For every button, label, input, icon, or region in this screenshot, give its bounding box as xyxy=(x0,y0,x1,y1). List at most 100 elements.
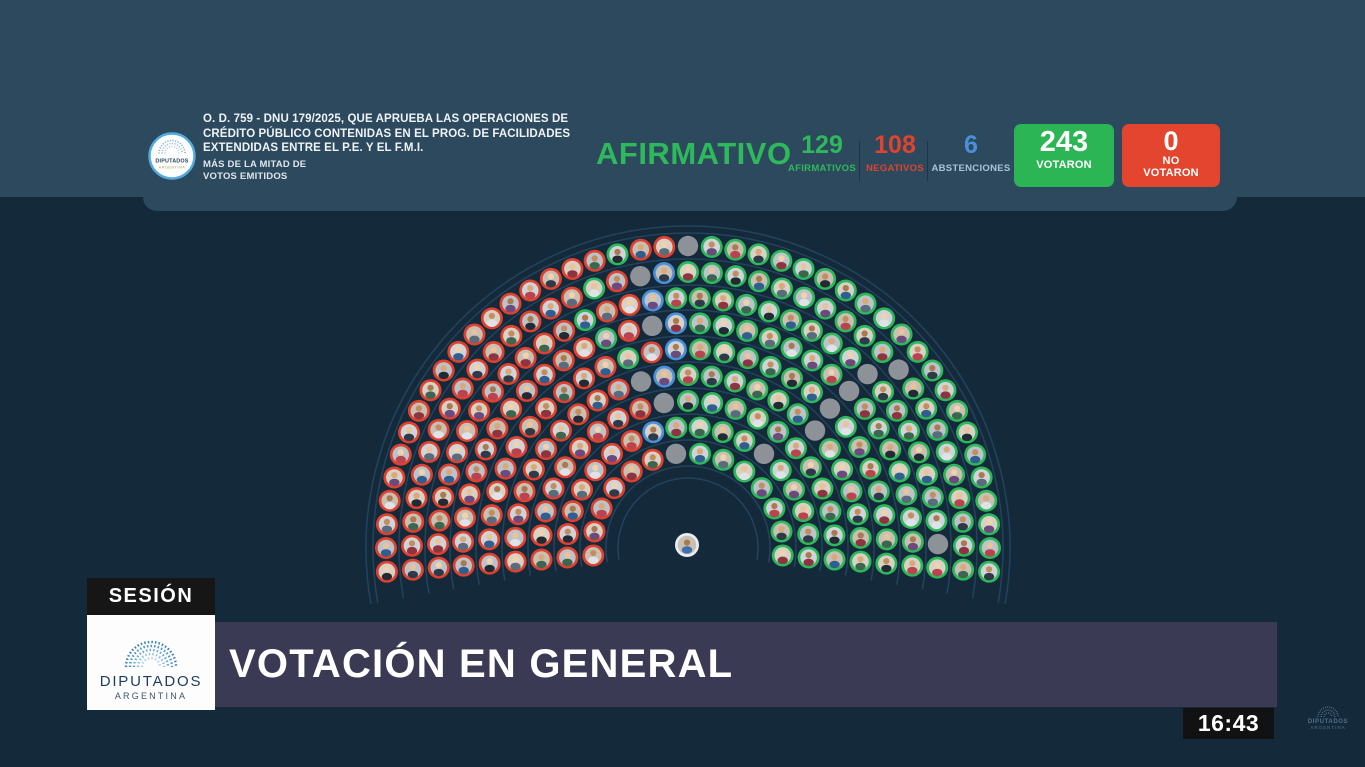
seat-negativo xyxy=(456,420,479,443)
seat-afirmativo xyxy=(964,443,987,466)
seat-negativo xyxy=(640,341,663,364)
seat-afirmativo xyxy=(846,503,869,526)
diputados-logo-box: DIPUTADOS ARGENTINA xyxy=(87,615,215,710)
seat-negativo xyxy=(522,458,545,481)
votaron-count: 243 xyxy=(1039,126,1089,158)
seat-afirmativo xyxy=(779,309,802,332)
watermark-arcs-icon xyxy=(1317,706,1339,718)
seat-afirmativo xyxy=(921,486,944,509)
seat-afirmativo xyxy=(792,257,815,280)
seat-afirmativo xyxy=(814,267,837,290)
seat-afirmativo xyxy=(915,463,938,486)
seat-afirmativo xyxy=(786,403,809,426)
seat-afirmativo xyxy=(934,379,957,402)
seat-afirmativo xyxy=(780,337,803,360)
seat-afirmativo xyxy=(770,277,793,300)
seat-negativo xyxy=(405,487,428,510)
seat-ausente xyxy=(927,533,949,555)
seat-afirmativo xyxy=(733,460,756,483)
seat-negativo xyxy=(401,534,424,557)
seat-negativo xyxy=(605,270,628,293)
abstenciones-count: 6 xyxy=(964,131,978,159)
seat-afirmativo xyxy=(926,418,949,441)
seat-afirmativo xyxy=(677,261,699,283)
seat-afirmativo xyxy=(902,377,925,400)
seat-negativo xyxy=(519,310,542,333)
stat-negativos: 108 NEGATIVOS xyxy=(862,131,928,174)
seat-afirmativo xyxy=(926,556,949,579)
seat-afirmativo xyxy=(820,363,843,386)
seat-negativo xyxy=(432,486,455,509)
motion-title: O. D. 759 - DNU 179/2025, QUE APRUEBA LA… xyxy=(203,112,583,184)
seat-negativo xyxy=(618,293,641,316)
seat-negativo xyxy=(583,520,606,543)
no-votaron-label: NO VOTARON xyxy=(1143,155,1199,179)
seat-negativo xyxy=(397,421,420,444)
seat-negativo xyxy=(603,477,626,500)
seat-negativo xyxy=(410,463,433,486)
seat-afirmativo xyxy=(875,552,898,575)
seat-afirmativo xyxy=(606,243,629,266)
seat-negativo xyxy=(617,319,640,342)
seat-ausente xyxy=(753,443,775,465)
seat-negativo xyxy=(569,437,592,460)
seat-negativo xyxy=(504,526,527,549)
seat-afirmativo xyxy=(901,530,924,553)
hemicycle-guide-arcs xyxy=(365,225,1011,605)
seat-negativo xyxy=(438,463,461,486)
seat-afirmativo xyxy=(574,309,597,332)
seat-negativo xyxy=(375,560,398,583)
seat-negativo xyxy=(530,548,553,571)
seat-ausente xyxy=(838,380,860,402)
seat-negativo xyxy=(463,323,486,346)
seat-negativo xyxy=(389,443,412,466)
seat-afirmativo xyxy=(767,420,790,443)
seat-negativo xyxy=(500,324,523,347)
seat-negativo xyxy=(507,503,530,526)
seat-negativo xyxy=(458,483,481,506)
seat-afirmativo xyxy=(736,347,759,370)
seat-negativo xyxy=(600,442,623,465)
seat-negativo xyxy=(530,524,553,547)
seat-afirmativo xyxy=(906,340,929,363)
seat-negativo xyxy=(486,480,509,503)
seat-afirmativo xyxy=(978,513,1001,536)
seat-ausente xyxy=(653,392,675,414)
seat-negativo xyxy=(556,546,579,569)
seat-negativo xyxy=(556,523,579,546)
seat-afirmativo xyxy=(873,307,896,330)
seat-afirmativo xyxy=(867,480,890,503)
seat-afirmativo xyxy=(871,341,894,364)
seat-afirmativo xyxy=(823,524,846,547)
seat-presidencia xyxy=(675,533,699,557)
channel-watermark: DIPUTADOS ARGENTINA xyxy=(1296,705,1360,730)
logo-box-name: DIPUTADOS xyxy=(99,673,203,690)
no-votaron-box: 0 NO VOTARON xyxy=(1122,124,1220,187)
seat-afirmativo xyxy=(771,544,794,567)
seat-afirmativo xyxy=(823,548,846,571)
seat-negativo xyxy=(402,510,425,533)
seat-afirmativo xyxy=(915,397,938,420)
afirmativos-label: AFIRMATIVOS xyxy=(787,163,857,174)
seat-afirmativo xyxy=(746,407,769,430)
seat-afirmativo xyxy=(834,279,857,302)
seat-afirmativo xyxy=(946,399,969,422)
svg-text:DIPUTADOS: DIPUTADOS xyxy=(155,159,188,165)
seat-ausente xyxy=(819,398,841,419)
seat-afirmativo xyxy=(952,534,975,557)
seat-afirmativo xyxy=(770,520,793,543)
diputados-arcs-icon xyxy=(124,640,178,668)
seat-ausente xyxy=(630,371,652,392)
seat-afirmativo xyxy=(713,341,736,364)
seat-afirmativo xyxy=(700,365,723,388)
seat-afirmativo xyxy=(921,359,944,382)
seat-negativo xyxy=(438,397,461,420)
seat-afirmativo xyxy=(750,477,773,500)
seat-afirmativo xyxy=(797,546,820,569)
seat-afirmativo xyxy=(797,523,820,546)
seat-afirmativo xyxy=(834,415,857,438)
seat-afirmativo xyxy=(712,289,735,312)
seat-afirmativo xyxy=(724,265,747,288)
negativos-label: NEGATIVOS xyxy=(866,163,924,174)
